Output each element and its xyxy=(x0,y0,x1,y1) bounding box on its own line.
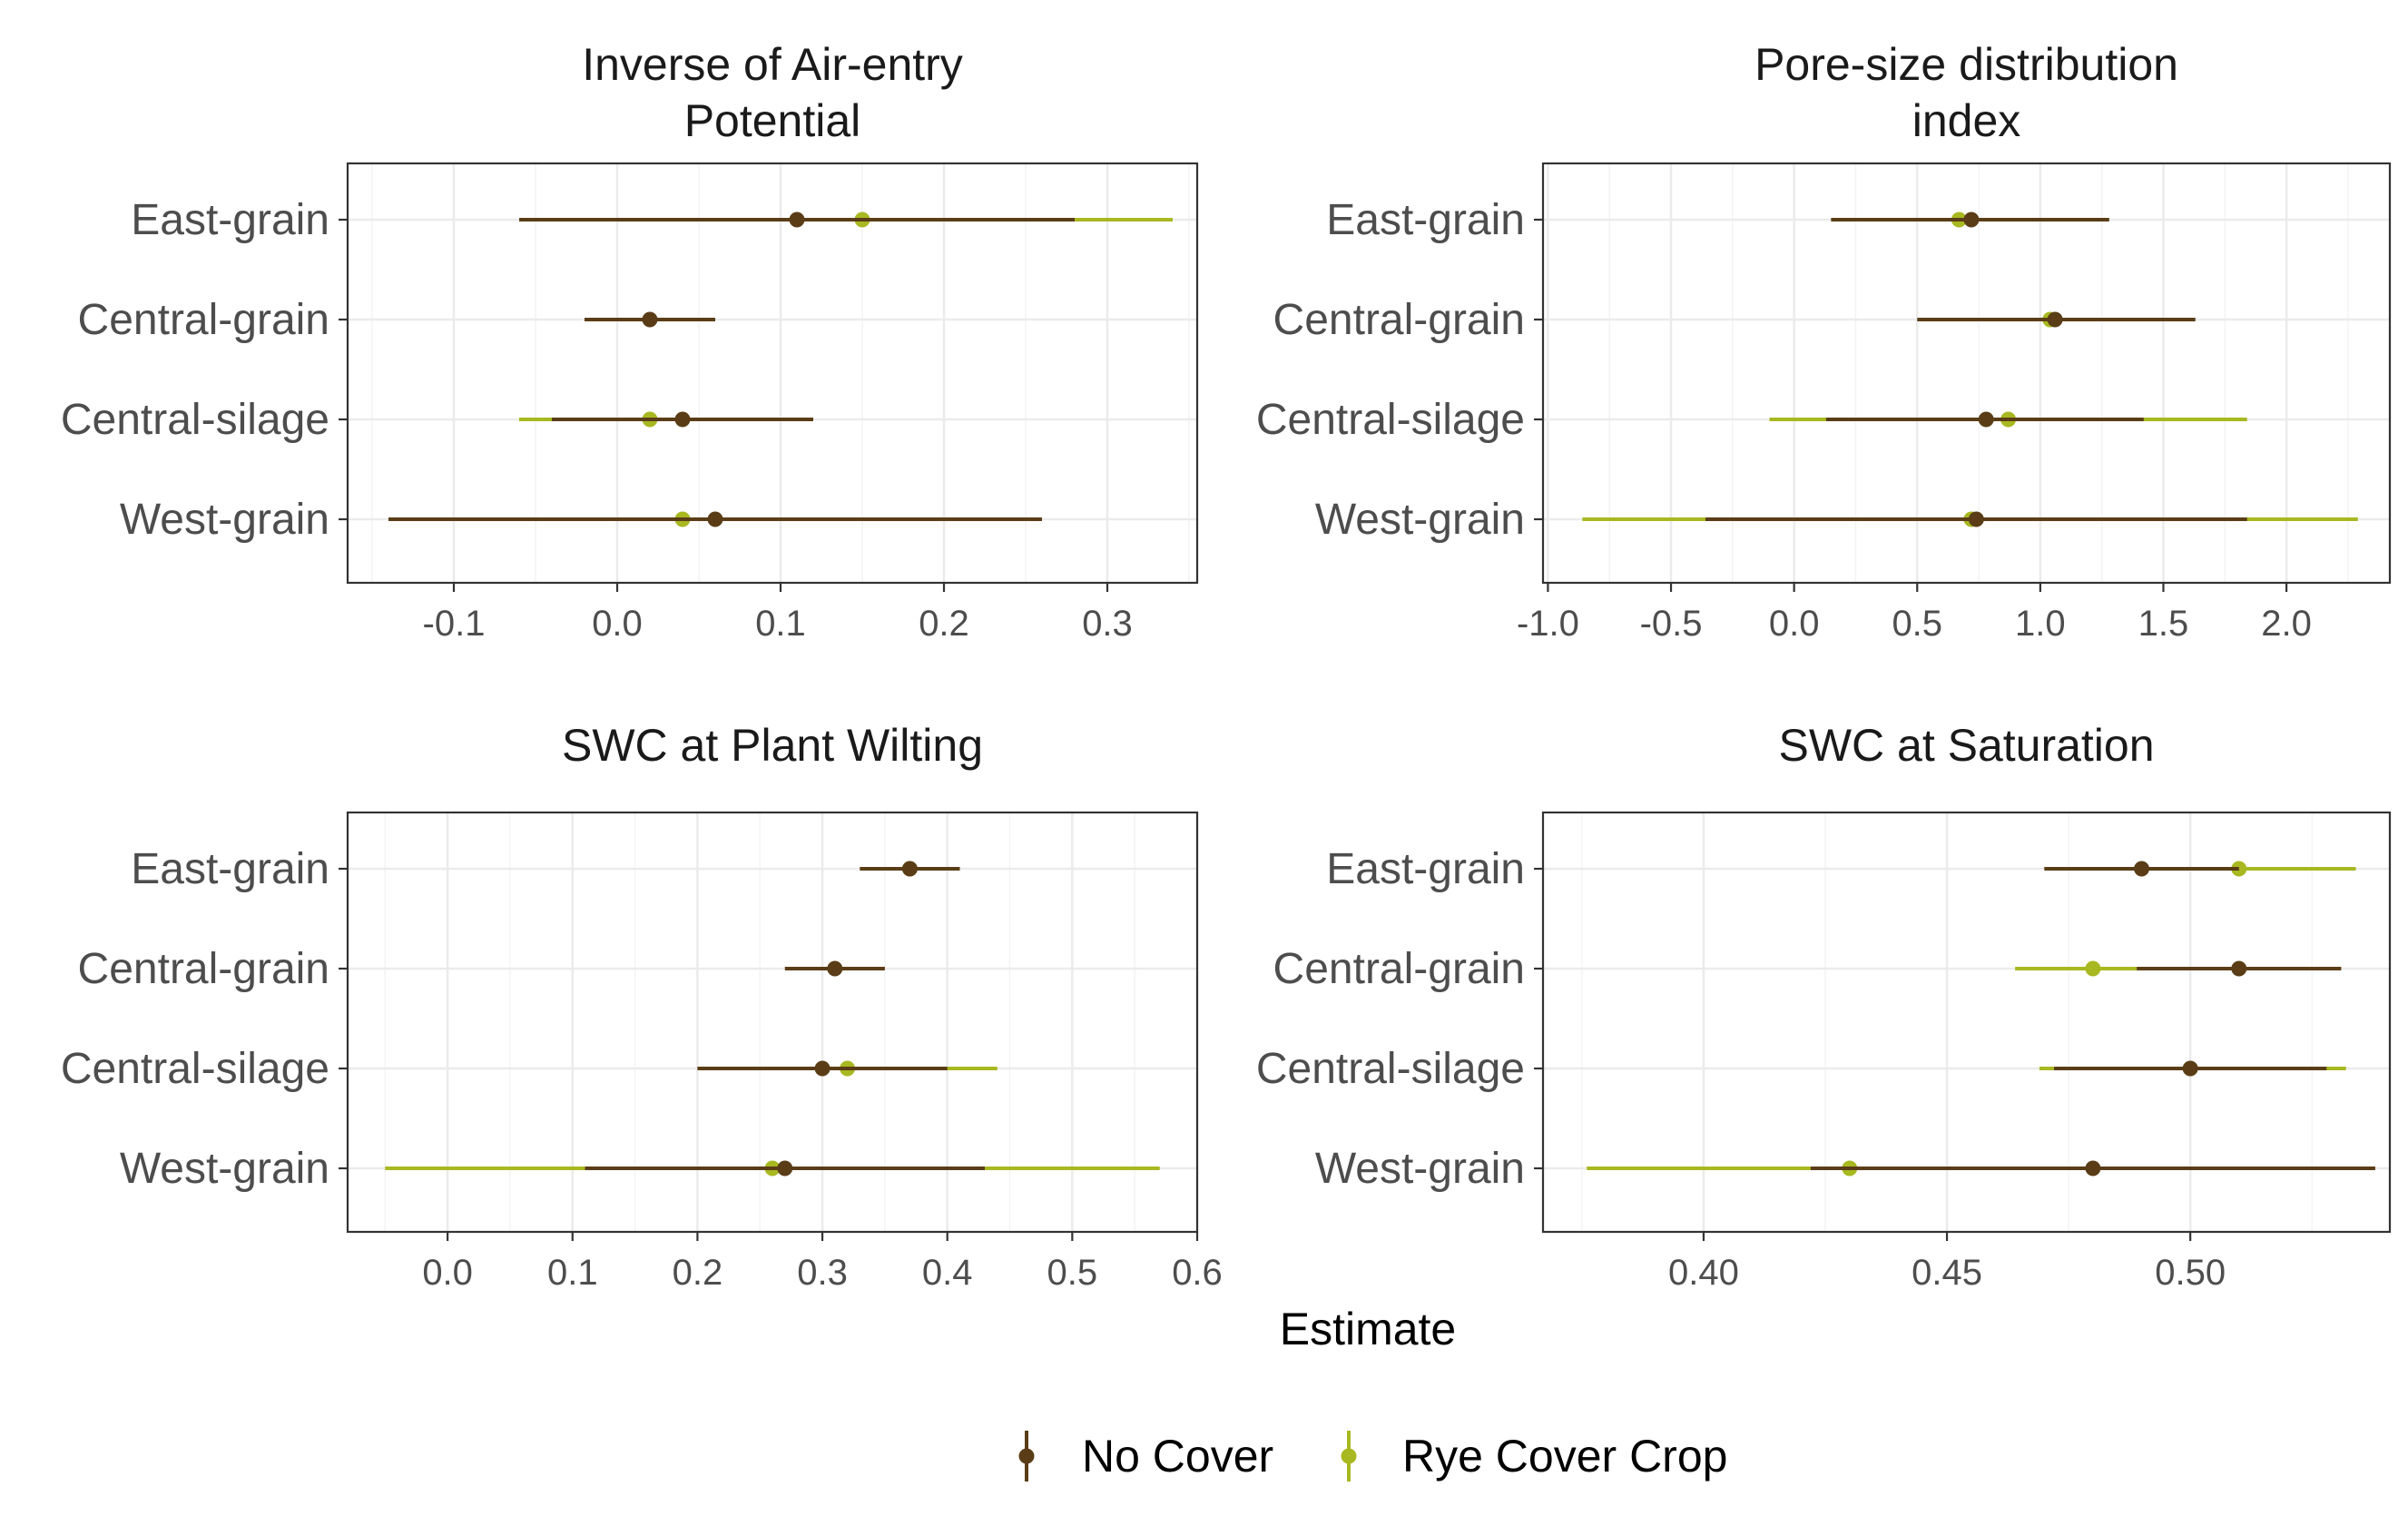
panel-frame xyxy=(1541,162,2392,585)
point-rye-cover-crop-central-grain xyxy=(2085,960,2101,977)
y-tick-label: Central-silage xyxy=(1256,396,1525,444)
x-tick-label: 0.1 xyxy=(755,604,806,644)
y-tick-label: West-grain xyxy=(1315,1145,1525,1193)
point-no-cover-east-grain xyxy=(901,861,918,877)
x-axis-title: Estimate xyxy=(1280,1304,1457,1354)
series-no-cover xyxy=(1705,212,2247,527)
y-tick-label: West-grain xyxy=(120,496,329,544)
panel-title: SWC at Saturation xyxy=(1778,720,2154,771)
point-no-cover-central-grain xyxy=(2047,311,2063,328)
grid xyxy=(1543,163,2390,583)
y-tick-label: Central-grain xyxy=(1273,945,1525,993)
y-tick-label: West-grain xyxy=(1315,496,1525,544)
y-tick-label: Central-grain xyxy=(78,296,329,344)
y-tick-label: Central-grain xyxy=(78,945,329,993)
x-tick-label: 0.0 xyxy=(592,604,643,644)
y-tick-label: Central-silage xyxy=(61,1045,329,1093)
point-no-cover-central-silage xyxy=(2182,1060,2198,1077)
y-tick-label: Central-silage xyxy=(61,396,329,444)
x-tick-label: 0.45 xyxy=(1912,1253,1982,1293)
point-no-cover-west-grain xyxy=(1968,511,1984,527)
legend-label: No Cover xyxy=(1082,1431,1273,1482)
legend-item-rye-cover-crop: Rye Cover Crop xyxy=(1341,1431,1727,1482)
panel-title: Potential xyxy=(684,95,861,146)
series-no-cover xyxy=(585,861,985,1176)
x-tick-label: 0.6 xyxy=(1172,1253,1223,1293)
legend-label: Rye Cover Crop xyxy=(1402,1431,1727,1482)
x-tick-label: 0.2 xyxy=(673,1253,723,1293)
y-tick-label: Central-grain xyxy=(1273,296,1525,344)
x-tick-label: 0.3 xyxy=(1082,604,1133,644)
point-no-cover-central-silage xyxy=(1978,411,1994,428)
x-tick-label: 0.1 xyxy=(547,1253,598,1293)
x-tick-label: -1.0 xyxy=(1517,604,1579,644)
legend-item-no-cover: No Cover xyxy=(1018,1431,1273,1482)
x-tick-label: -0.5 xyxy=(1640,604,1703,644)
panel-title: Inverse of Air-entry xyxy=(582,39,963,90)
panel-4: SWC at Saturation East-grain Central-grain… xyxy=(1256,720,2392,1293)
legend-key-point xyxy=(1018,1448,1035,1464)
series-rye-cover-crop xyxy=(385,861,1160,1176)
panel-title: index xyxy=(1912,95,2021,146)
y-tick-label: East-grain xyxy=(1326,845,1525,893)
panel-frame xyxy=(1541,811,2392,1234)
panel-frame xyxy=(346,811,1199,1234)
x-tick-label: 0.5 xyxy=(1892,604,1942,644)
series-rye-cover-crop xyxy=(1587,861,2356,1176)
panel-title: SWC at Plant Wilting xyxy=(562,720,983,771)
point-no-cover-west-grain xyxy=(707,511,723,527)
panel-title: Pore-size distribution xyxy=(1754,39,2178,90)
panel-3: SWC at Plant Wilting East-grain Central-gr… xyxy=(61,720,1223,1293)
x-tick-label: 0.0 xyxy=(422,1253,473,1293)
x-tick-label: 1.5 xyxy=(2138,604,2189,644)
grid xyxy=(348,812,1199,1232)
x-tick-label: 2.0 xyxy=(2261,604,2312,644)
point-no-cover-east-grain xyxy=(789,212,805,228)
x-tick-label: 0.5 xyxy=(1047,1253,1098,1293)
legend: No Cover Rye Cover Crop xyxy=(1018,1431,1727,1482)
legend-key-point xyxy=(1341,1448,1357,1464)
point-no-cover-central-silage xyxy=(674,411,691,428)
x-tick-label: 1.0 xyxy=(2015,604,2066,644)
series-no-cover xyxy=(1810,861,2375,1176)
x-tick-label: 0.2 xyxy=(919,604,969,644)
point-no-cover-west-grain xyxy=(777,1160,793,1176)
point-no-cover-east-grain xyxy=(2134,861,2150,877)
y-tick-label: Central-silage xyxy=(1256,1045,1525,1093)
series-no-cover xyxy=(388,212,1075,527)
x-tick-label: 0.4 xyxy=(922,1253,973,1293)
panel-frame xyxy=(346,162,1199,585)
x-tick-label: 0.0 xyxy=(1769,604,1820,644)
point-no-cover-west-grain xyxy=(2085,1160,2101,1176)
point-no-cover-central-grain xyxy=(827,960,843,977)
x-tick-label: -0.1 xyxy=(423,604,486,644)
x-tick-label: 0.40 xyxy=(1668,1253,1739,1293)
series-rye-cover-crop xyxy=(1582,212,2358,527)
x-tick-label: 0.3 xyxy=(797,1253,848,1293)
point-no-cover-east-grain xyxy=(1963,212,1980,228)
y-tick-label: East-grain xyxy=(131,196,329,244)
y-tick-label: East-grain xyxy=(131,845,329,893)
x-tick-label: 0.50 xyxy=(2155,1253,2226,1293)
y-tick-label: West-grain xyxy=(120,1145,329,1193)
point-no-cover-central-grain xyxy=(2231,960,2247,977)
point-no-cover-central-silage xyxy=(814,1060,831,1077)
y-tick-label: East-grain xyxy=(1326,196,1525,244)
point-no-cover-central-grain xyxy=(642,311,658,328)
